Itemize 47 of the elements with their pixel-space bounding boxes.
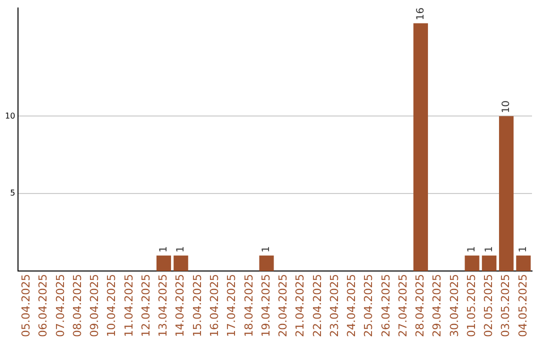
x-tick-label: 13.04.2025 <box>156 274 170 338</box>
x-tick-label: 19.04.2025 <box>259 274 272 338</box>
x-tick-label: 02.05.2025 <box>482 274 496 338</box>
x-tick-label: 03.05.2025 <box>499 274 512 338</box>
x-tick-label: 21.04.2025 <box>294 274 307 338</box>
bar <box>499 116 514 272</box>
x-tick-label: 30.04.2025 <box>448 274 461 338</box>
x-tick-label: 10.04.2025 <box>105 274 118 338</box>
data-label: 1 <box>484 246 495 253</box>
x-tick-label: 05.04.2025 <box>20 274 33 338</box>
x-tick-label: 26.04.2025 <box>379 274 392 338</box>
bar <box>482 256 496 272</box>
x-tick-label: 11.04.2025 <box>122 274 136 338</box>
x-tick-label: 09.04.2025 <box>88 274 102 338</box>
x-tick-label: 29.04.2025 <box>430 274 444 338</box>
x-tick-label: 12.04.2025 <box>139 274 152 338</box>
bar <box>464 256 480 272</box>
x-tick-label: 17.04.2025 <box>225 274 238 338</box>
y-tick-label: 5 <box>10 188 16 198</box>
data-label: 16 <box>415 8 426 20</box>
bar <box>174 256 188 272</box>
bar <box>413 23 428 272</box>
x-tick-label: 24.04.2025 <box>345 274 358 338</box>
x-tick-label: 18.04.2025 <box>242 274 256 338</box>
x-tick-label: 27.04.2025 <box>396 274 410 338</box>
x-tick-label: 23.04.2025 <box>328 274 341 338</box>
x-tick-label: 16.04.2025 <box>208 274 222 338</box>
x-tick-label: 25.04.2025 <box>362 274 376 338</box>
bar <box>156 256 172 272</box>
data-label: 1 <box>175 246 186 253</box>
bar <box>259 256 274 272</box>
data-label: 1 <box>466 246 478 253</box>
x-tick-label: 06.04.2025 <box>36 274 50 338</box>
data-label: 1 <box>261 246 272 253</box>
bar <box>516 256 531 272</box>
x-tick-label: 28.04.2025 <box>414 274 427 338</box>
x-tick-label: 20.04.2025 <box>276 274 290 338</box>
x-tick-label: 04.05.2025 <box>516 274 530 338</box>
data-label: 1 <box>158 246 170 253</box>
data-label: 10 <box>500 100 512 114</box>
x-tick-label: 01.05.2025 <box>464 274 478 338</box>
x-tick-label: 07.04.2025 <box>54 274 67 338</box>
x-tick-label: 14.04.2025 <box>174 274 187 338</box>
x-tick-label: 22.04.2025 <box>310 274 324 338</box>
data-label: 1 <box>518 246 530 253</box>
x-tick-label: 15.04.2025 <box>190 274 204 338</box>
x-tick-label: 08.04.2025 <box>70 274 84 338</box>
